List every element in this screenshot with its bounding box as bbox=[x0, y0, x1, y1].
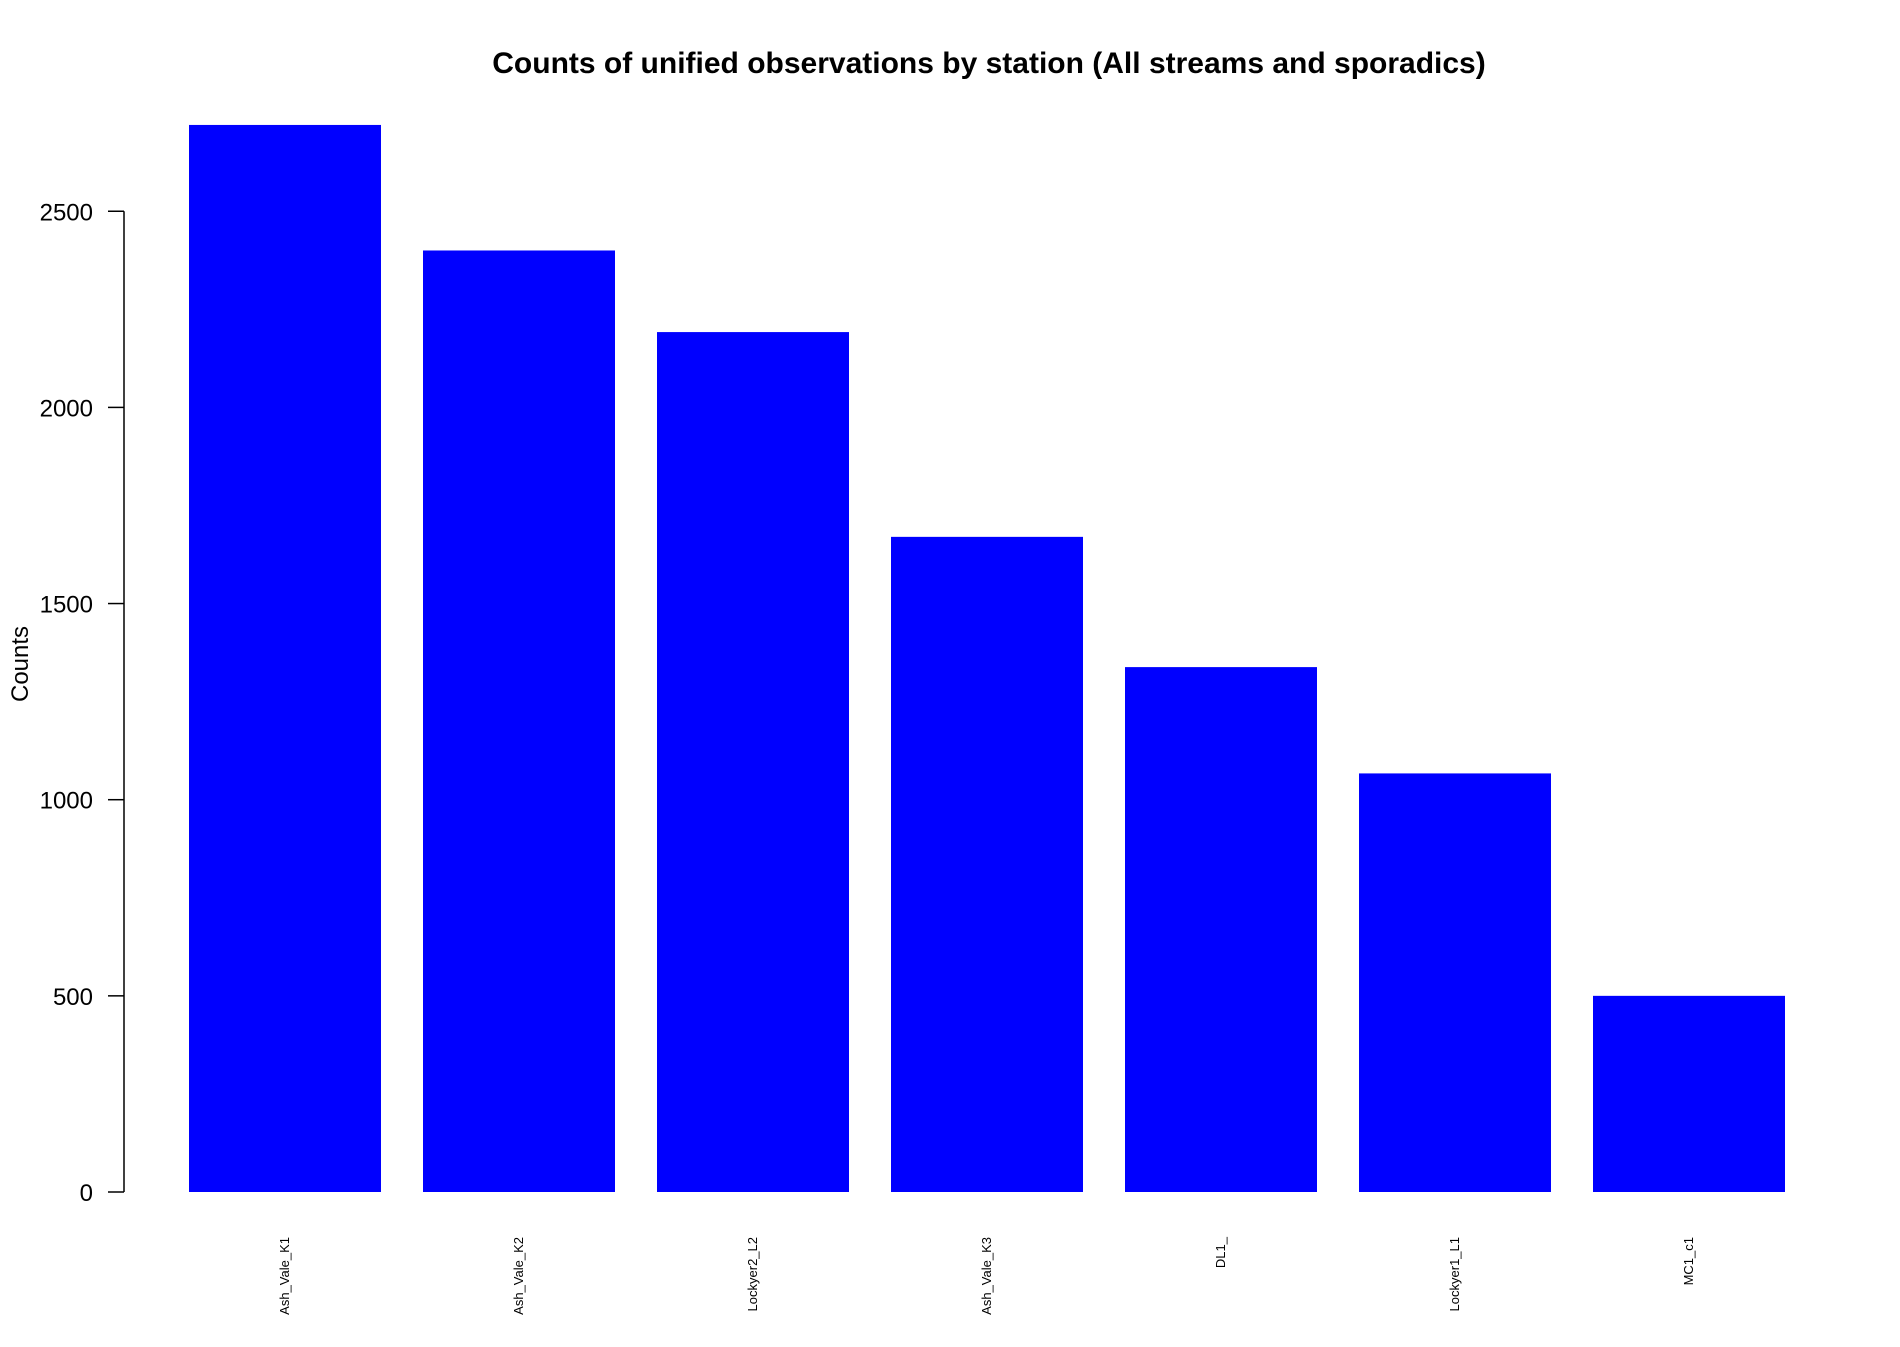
bars-group bbox=[189, 124, 1785, 1193]
y-tick-label: 500 bbox=[53, 984, 93, 1011]
x-tick-label: Lockyer1_L1 bbox=[1447, 1237, 1462, 1311]
y-axis: 0 500 1000 1500 2000 2500 bbox=[40, 199, 125, 1207]
x-tick-label: Ash_Vale_K2 bbox=[511, 1237, 526, 1315]
x-tick-label: DL1_ bbox=[1213, 1236, 1228, 1268]
x-tick-label: Lockyer2_L2 bbox=[745, 1237, 760, 1311]
bar-ash-vale-k2 bbox=[423, 250, 615, 1193]
y-tick-label: 2000 bbox=[40, 395, 93, 422]
x-axis-labels: Ash_Vale_K1 Ash_Vale_K2 Lockyer2_L2 Ash_Val… bbox=[277, 1236, 1696, 1315]
y-tick-label: 1000 bbox=[40, 788, 93, 815]
x-tick-label: MC1_c1 bbox=[1681, 1237, 1696, 1285]
bar-mc1-c1 bbox=[1593, 995, 1785, 1192]
bar-ash-vale-k3 bbox=[891, 536, 1083, 1192]
bar-dl1 bbox=[1125, 667, 1317, 1192]
bar-ash-vale-k1 bbox=[189, 124, 381, 1193]
y-tick-label: 1500 bbox=[40, 592, 93, 619]
x-tick-label: Ash_Vale_K3 bbox=[979, 1237, 994, 1315]
y-axis-label: Counts bbox=[7, 626, 34, 702]
bar-lockyer2-l2 bbox=[657, 332, 849, 1193]
y-tick-label: 0 bbox=[80, 1180, 93, 1207]
bar-lockyer1-l1 bbox=[1359, 773, 1551, 1192]
x-tick-label: Ash_Vale_K1 bbox=[277, 1237, 292, 1315]
chart-title: Counts of unified observations by statio… bbox=[492, 47, 1486, 80]
y-tick-label: 2500 bbox=[40, 199, 93, 226]
